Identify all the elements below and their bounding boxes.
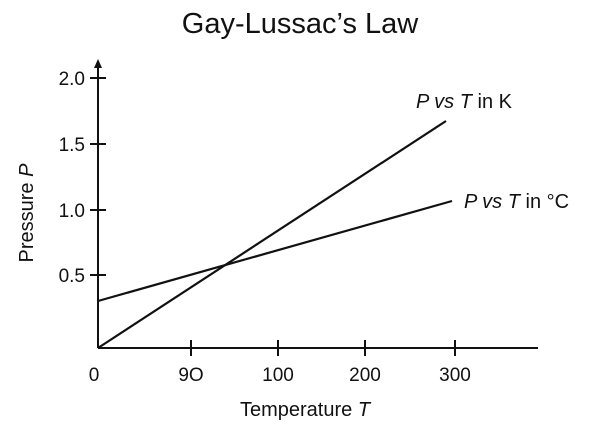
x-axis-label: Temperature T (240, 399, 372, 421)
y-axis-label: Pressure P (16, 163, 38, 263)
y-tick-label: 1.0 (59, 201, 85, 222)
series-line-kelvin (97, 120, 447, 349)
series-label-kelvin: P vs T in K (416, 91, 513, 113)
x-tick-label: 200 (349, 365, 381, 386)
x-tick-label: 100 (262, 365, 294, 386)
chart-title: Gay-Lussac’s Law (181, 8, 419, 40)
x-ticks: 0 9O 100 200 300 (89, 340, 471, 386)
y-ticks: 2.0 1.5 1.0 0.5 (59, 69, 106, 287)
series-label-celsius: P vs T in °C (464, 191, 569, 213)
series-line-celsius (97, 199, 453, 303)
x-tick-label: 0 (89, 365, 100, 386)
y-axis-arrow-icon (94, 59, 102, 68)
x-tick-label: 300 (439, 365, 471, 386)
y-tick-label: 2.0 (59, 69, 85, 90)
y-tick-label: 0.5 (59, 266, 85, 287)
y-tick-label: 1.5 (59, 135, 85, 156)
x-tick-label: 9O (178, 365, 203, 386)
